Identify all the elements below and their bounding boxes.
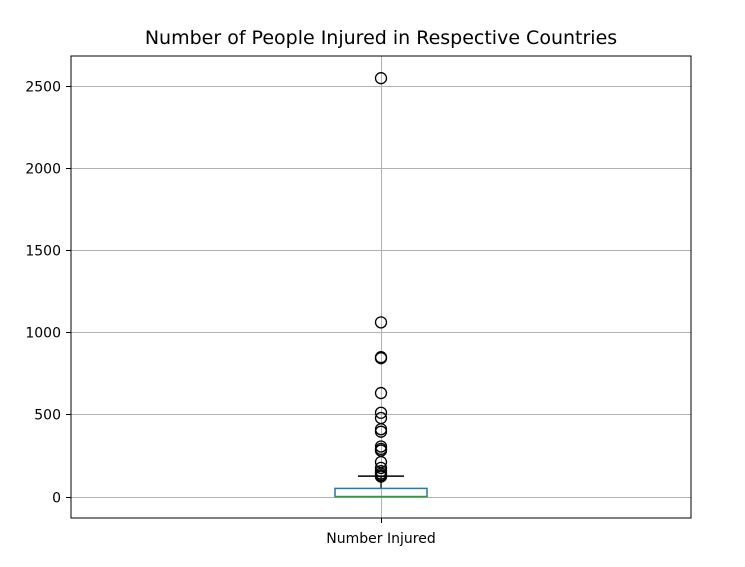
y-tick-label: 1500 — [25, 244, 61, 260]
grid-layer — [71, 56, 691, 518]
outlier-point — [374, 406, 388, 419]
outlier-point — [374, 316, 388, 329]
outlier-point — [374, 470, 388, 483]
outlier-point — [374, 72, 388, 85]
outlier-point — [374, 461, 388, 475]
x-axis: Number Injured — [326, 518, 436, 547]
outlier-point — [374, 386, 388, 400]
outlier-point — [374, 352, 388, 365]
y-tick-label: 2500 — [25, 80, 61, 96]
chart-title: Number of People Injured in Respective C… — [145, 27, 617, 49]
y-tick-label: 0 — [52, 491, 61, 507]
outlier-layer — [374, 72, 388, 483]
y-axis: 0 500 1000 1500 2000 2500 — [25, 80, 71, 507]
outlier-point — [374, 425, 388, 438]
y-tick-label: 2000 — [25, 162, 61, 178]
y-tick-label: 500 — [34, 408, 61, 424]
y-tick-label: 1000 — [25, 326, 61, 342]
x-tick-label: Number Injured — [326, 531, 435, 547]
